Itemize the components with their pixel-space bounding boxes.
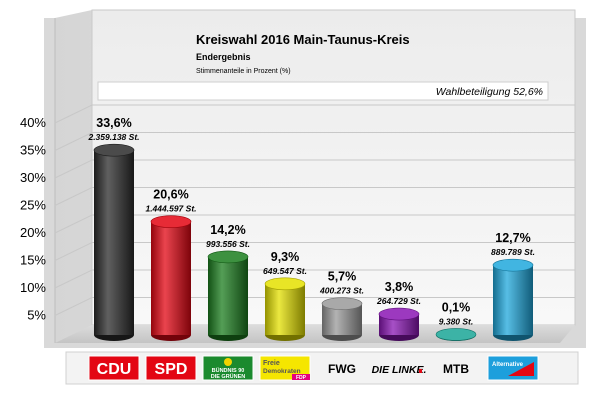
svg-text:FWG: FWG: [328, 362, 356, 376]
svg-text:MTB: MTB: [443, 362, 469, 376]
y-tick-label: 20%: [20, 225, 46, 240]
gridline: [54, 132, 575, 151]
bar-4: [264, 277, 306, 341]
afd-logo: Alternative: [487, 355, 539, 381]
bar-1: [93, 143, 135, 341]
gridlines: [54, 104, 575, 316]
chart-title: Kreiswahl 2016 Main-Taunus-Kreis: [196, 32, 410, 47]
votes-label: 9.380 St.: [439, 316, 474, 326]
y-tick-label: 10%: [20, 280, 46, 295]
value-label: 5,7%: [328, 270, 357, 284]
bar-body: [94, 150, 134, 335]
votes-label: 400.273 St.: [319, 286, 364, 296]
svg-text:FDP: FDP: [296, 375, 307, 381]
bar-3: [207, 250, 249, 341]
bar-top: [150, 215, 192, 228]
votes-label: 993.556 St.: [206, 239, 250, 249]
bar-top: [435, 328, 477, 341]
svg-text:Demokraten: Demokraten: [263, 368, 301, 375]
votes-label: 649.547 St.: [263, 266, 307, 276]
bar-body: [493, 265, 533, 335]
bar-top: [93, 143, 135, 157]
votes-label: 1.444.597 St.: [145, 204, 196, 214]
bars: [93, 143, 534, 341]
gridline: [54, 187, 575, 206]
svg-text:BÜNDNIS 90: BÜNDNIS 90: [212, 367, 245, 374]
chart-subtitle: Endergebnis: [196, 52, 251, 62]
svg-text:Alternative: Alternative: [492, 362, 524, 368]
bar-top: [264, 277, 306, 291]
bar-body: [151, 221, 191, 335]
y-tick-label: 30%: [20, 170, 46, 185]
bar-top: [321, 297, 363, 310]
bar-body: [208, 256, 248, 335]
spd-logo: SPD: [145, 355, 197, 381]
gridline: [54, 214, 575, 234]
mtb-logo: MTB: [443, 362, 469, 376]
value-label: 3,8%: [385, 280, 414, 294]
y-axis-tick-labels: 5% 10% 15% 20% 25% 30% 35% 40%: [20, 115, 46, 323]
bar-8: [492, 258, 534, 341]
value-label: 9,3%: [271, 250, 300, 264]
y-tick-label: 5%: [27, 308, 46, 323]
y-tick-label: 25%: [20, 198, 46, 213]
y-tick-label: 35%: [20, 143, 46, 158]
bar-top: [378, 307, 420, 321]
gridline: [54, 104, 575, 124]
svg-text:DIE GRÜNEN: DIE GRÜNEN: [211, 373, 246, 380]
value-label: 12,7%: [495, 231, 530, 245]
gridline: [54, 269, 575, 289]
svg-text:SPD: SPD: [155, 361, 188, 378]
bar-7: [435, 328, 477, 341]
turnout-annotation: Wahlbeteiligung 52,6%: [436, 86, 543, 98]
votes-label: 889.789 St.: [491, 247, 535, 257]
value-label: 20,6%: [153, 188, 188, 202]
y-tick-label: 40%: [20, 115, 46, 130]
value-label: 0,1%: [442, 300, 471, 314]
bar-2: [150, 215, 192, 341]
gridline: [54, 159, 575, 179]
svg-text:DIE LINKE.: DIE LINKE.: [372, 364, 427, 376]
bar-top: [207, 250, 249, 264]
votes-label: 2.359.138 St.: [87, 132, 139, 142]
value-label: 14,2%: [210, 223, 245, 237]
bar-6: [378, 307, 420, 341]
svg-text:CDU: CDU: [97, 361, 132, 378]
y-tick-label: 15%: [20, 253, 46, 268]
votes-label: 264.729 St.: [376, 296, 421, 306]
fwg-logo: FWG: [328, 362, 356, 376]
gridline: [54, 297, 575, 316]
annotation-box: [97, 81, 549, 101]
value-label: 33,6%: [96, 116, 131, 130]
bar-top: [492, 258, 534, 272]
data-labels: 33,6% 2.359.138 St. 20,6% 1.444.597 St. 14,2…: [87, 116, 535, 326]
chart-caption: Stimmenanteile in Prozent (%): [196, 68, 291, 75]
bar-body: [265, 283, 305, 335]
linke-logo: DIE LINKE.: [372, 364, 427, 376]
svg-text:Freie: Freie: [263, 360, 280, 367]
cdu-logo: CDU: [88, 355, 140, 381]
bar-5: [321, 297, 363, 341]
gridline: [54, 242, 575, 261]
